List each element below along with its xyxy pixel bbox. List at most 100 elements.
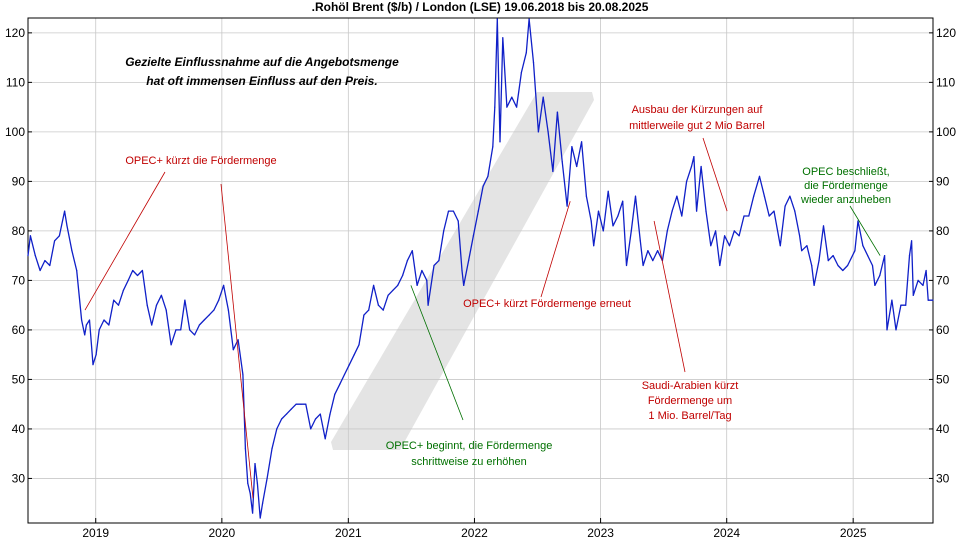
chart-title: .Rohöl Brent ($/b) / London (LSE) 19.06.…	[312, 0, 649, 14]
data-point	[113, 299, 115, 301]
data-point	[208, 314, 210, 316]
data-point	[837, 264, 839, 267]
y-tick-label: 30	[936, 471, 950, 485]
data-point	[281, 418, 283, 420]
y-tick-label: 30	[12, 471, 26, 485]
data-point	[416, 284, 418, 286]
data-point	[719, 264, 721, 267]
data-point	[406, 260, 408, 262]
data-point	[581, 141, 583, 143]
data-point	[917, 279, 919, 281]
data-point	[696, 210, 698, 212]
data-point	[377, 304, 379, 306]
data-point	[266, 477, 268, 479]
data-point	[758, 175, 761, 177]
y-tick-label: 80	[12, 224, 26, 238]
data-point	[259, 517, 261, 519]
data-points	[27, 18, 934, 519]
y-tick-label: 40	[12, 422, 26, 436]
y-tick-label: 60	[936, 323, 950, 337]
data-point	[634, 195, 637, 197]
plot-frame	[27, 17, 934, 524]
data-point	[254, 463, 256, 465]
data-point	[314, 418, 317, 420]
data-point	[900, 304, 902, 306]
data-point	[447, 210, 450, 212]
data-point	[438, 260, 440, 262]
data-point	[108, 324, 110, 326]
data-point	[256, 482, 258, 484]
data-point	[411, 250, 413, 252]
data-point	[34, 255, 36, 257]
data-point	[801, 250, 803, 252]
data-point	[213, 309, 215, 311]
data-point	[932, 299, 934, 301]
data-point	[494, 106, 496, 108]
data-point	[252, 512, 254, 514]
data-point	[768, 215, 770, 217]
data-point	[64, 210, 66, 212]
data-point	[552, 170, 554, 173]
data-point	[630, 230, 632, 232]
annotation: OPEC+ beginnt, die Fördermenge schrittwei…	[386, 285, 553, 468]
data-point	[39, 269, 41, 272]
annotation-pointer	[702, 137, 728, 212]
data-point	[319, 413, 321, 415]
data-point	[472, 235, 474, 237]
data-point	[54, 240, 56, 242]
annotation: OPEC+ kürzt Fördermenge erneut	[463, 201, 631, 310]
data-point	[457, 220, 459, 222]
data-point	[895, 329, 897, 331]
data-point	[884, 255, 886, 257]
data-point	[925, 269, 927, 272]
data-point	[132, 269, 134, 272]
x-axis: 2019 2020 2021 2022 2023 2024 2025	[82, 518, 867, 540]
grid-lines	[28, 18, 933, 523]
data-point	[189, 329, 191, 331]
data-point	[310, 428, 312, 430]
annotation-text: OPEC beschließt,	[802, 166, 889, 178]
y-axis-left: 30 40 50 60 70 80 90 100 110 120	[5, 26, 32, 485]
data-point	[639, 240, 641, 242]
data-point	[886, 329, 888, 331]
data-point	[528, 18, 530, 20]
data-point	[867, 255, 869, 257]
y-tick-label: 80	[936, 224, 950, 238]
data-point	[753, 195, 755, 197]
data-point	[203, 319, 205, 321]
data-point	[244, 448, 246, 450]
data-point	[262, 502, 264, 504]
data-point	[180, 329, 182, 331]
data-point	[525, 52, 527, 54]
data-point	[122, 289, 124, 291]
data-point	[49, 264, 51, 267]
data-point	[602, 230, 604, 232]
data-point	[443, 230, 445, 232]
data-point	[95, 354, 97, 356]
data-point	[556, 111, 559, 113]
data-point	[506, 106, 508, 108]
annotation-text: OPEC+ beginnt, die Fördermenge	[386, 440, 553, 452]
y-tick-label: 40	[936, 422, 950, 436]
annotation-text: hat oft immensen Einfluss auf den Preis.	[146, 74, 377, 88]
data-point	[421, 269, 423, 272]
data-point	[842, 269, 844, 272]
data-point	[763, 195, 766, 197]
data-point	[463, 284, 465, 286]
annotation-text: 1 Mio. Barrel/Tag	[648, 410, 731, 422]
data-point	[566, 205, 568, 207]
data-point	[520, 71, 523, 74]
data-point	[576, 165, 578, 168]
data-point	[693, 156, 695, 158]
data-point	[71, 250, 73, 252]
y-tick-label: 70	[936, 273, 950, 287]
data-point	[832, 255, 834, 257]
data-point	[794, 210, 796, 212]
data-point	[247, 482, 249, 484]
data-point	[151, 324, 153, 326]
data-point	[908, 255, 911, 257]
data-point	[249, 492, 251, 494]
data-point	[743, 215, 745, 217]
data-point	[194, 334, 196, 336]
data-point	[607, 190, 609, 192]
